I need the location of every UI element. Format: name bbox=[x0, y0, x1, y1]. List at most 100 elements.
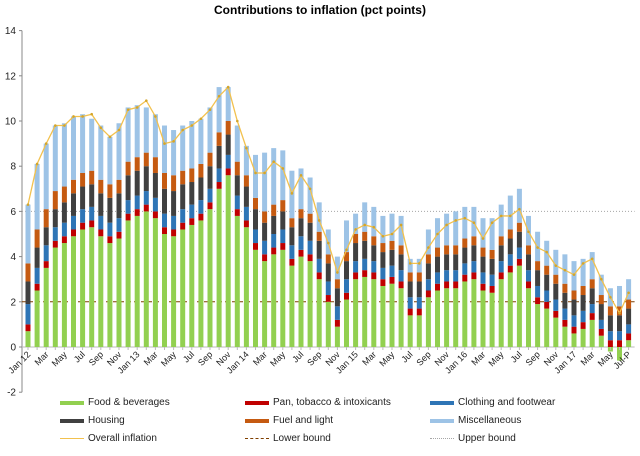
legend-label: Miscellaneous bbox=[458, 415, 522, 426]
bar-segment-housing bbox=[98, 193, 104, 216]
bar-segment-clothing-and-footwear bbox=[598, 319, 604, 329]
x-tick-label: Mar bbox=[360, 349, 378, 367]
bar-segment-fuel-and-light bbox=[271, 204, 277, 216]
legend-item: Housing bbox=[60, 415, 125, 426]
legend-line-swatch bbox=[245, 438, 269, 439]
bar-segment-housing bbox=[307, 222, 313, 241]
bar-segment-food-beverages bbox=[289, 265, 295, 347]
bar-segment-clothing-and-footwear bbox=[98, 215, 104, 230]
bar-segment-pan-tobacco-intoxicants bbox=[507, 265, 513, 273]
overall-inflation-point bbox=[590, 257, 594, 261]
bar-segment-clothing-and-footwear bbox=[516, 247, 522, 259]
bar-segment-housing bbox=[553, 283, 559, 300]
bar-segment-pan-tobacco-intoxicants bbox=[253, 243, 258, 250]
bar-segment-food-beverages bbox=[389, 283, 395, 347]
legend-label: Housing bbox=[88, 415, 125, 426]
overall-inflation-point bbox=[609, 295, 612, 299]
bar-segment-housing bbox=[180, 184, 186, 210]
bar-segment-pan-tobacco-intoxicants bbox=[453, 281, 459, 289]
bar-segment-food-beverages bbox=[617, 347, 622, 361]
bar-segment-miscellaneous bbox=[225, 87, 231, 121]
bar-segment-miscellaneous bbox=[371, 206, 377, 237]
bar-segment-fuel-and-light bbox=[216, 132, 222, 146]
bar-segment-clothing-and-footwear bbox=[180, 209, 186, 223]
bar-segment-pan-tobacco-intoxicants bbox=[398, 281, 404, 289]
bar-segment-pan-tobacco-intoxicants bbox=[143, 204, 149, 212]
bar-segment-miscellaneous bbox=[89, 118, 95, 171]
bar-segment-clothing-and-footwear bbox=[61, 222, 67, 237]
bar-segment-housing bbox=[271, 215, 277, 234]
bar-segment-food-beverages bbox=[143, 211, 149, 347]
bar-segment-pan-tobacco-intoxicants bbox=[617, 340, 622, 347]
bar-segment-housing bbox=[289, 227, 295, 246]
bar-segment-housing bbox=[52, 209, 58, 228]
legend-label: Overall inflation bbox=[88, 433, 157, 444]
bar-segment-miscellaneous bbox=[507, 195, 513, 230]
y-tick-label: 4 bbox=[10, 252, 16, 263]
bar-segment-clothing-and-footwear bbox=[207, 188, 213, 203]
bar-segment-housing bbox=[571, 299, 577, 316]
bar-segment-pan-tobacco-intoxicants bbox=[407, 308, 413, 316]
bar-segment-clothing-and-footwear bbox=[380, 267, 386, 280]
x-tick-label: May bbox=[50, 349, 69, 368]
bar-segment-food-beverages bbox=[262, 261, 268, 347]
bar-segment-pan-tobacco-intoxicants bbox=[435, 283, 440, 291]
bar-segment-fuel-and-light bbox=[80, 172, 86, 187]
bar-segment-fuel-and-light bbox=[544, 265, 550, 275]
bar-segment-fuel-and-light bbox=[134, 157, 140, 171]
bar-segment-housing bbox=[526, 254, 531, 271]
bar-segment-fuel-and-light bbox=[607, 306, 613, 316]
bar-segment-housing bbox=[216, 145, 222, 169]
bar-segment-miscellaneous bbox=[334, 256, 340, 280]
bar-segment-food-beverages bbox=[162, 234, 167, 347]
bar-segment-miscellaneous bbox=[480, 218, 486, 248]
bar-segment-fuel-and-light bbox=[498, 236, 504, 246]
bar-segment-fuel-and-light bbox=[553, 274, 559, 284]
bar-segment-housing bbox=[325, 263, 331, 282]
bar-segment-miscellaneous bbox=[80, 114, 86, 173]
bar-segment-pan-tobacco-intoxicants bbox=[25, 324, 31, 332]
bar-segment-miscellaneous bbox=[589, 252, 595, 280]
bar-segment-fuel-and-light bbox=[189, 168, 195, 183]
overall-inflation-point bbox=[54, 124, 57, 127]
bar-segment-housing bbox=[134, 170, 140, 196]
bar-segment-food-beverages bbox=[61, 243, 67, 347]
bar-segment-clothing-and-footwear bbox=[125, 200, 131, 214]
overall-inflation-point bbox=[281, 167, 285, 170]
bar-segment-housing bbox=[207, 166, 213, 189]
bar-segment-fuel-and-light bbox=[207, 152, 213, 167]
bar-segment-pan-tobacco-intoxicants bbox=[171, 229, 177, 237]
bar-segment-miscellaneous bbox=[444, 213, 450, 246]
bar-segment-clothing-and-footwear bbox=[462, 263, 468, 275]
overall-inflation-point bbox=[226, 85, 230, 89]
bar-segment-pan-tobacco-intoxicants bbox=[234, 209, 240, 216]
x-tick-label: Jul bbox=[509, 349, 524, 364]
bar-segment-fuel-and-light bbox=[526, 245, 531, 255]
bar-segment-miscellaneous bbox=[489, 218, 495, 250]
bar-segment-miscellaneous bbox=[171, 130, 177, 176]
overall-inflation-point bbox=[545, 250, 548, 254]
bar-segment-fuel-and-light bbox=[334, 279, 340, 289]
bar-segment-miscellaneous bbox=[234, 125, 240, 162]
bar-segment-pan-tobacco-intoxicants bbox=[116, 231, 122, 239]
bar-segment-fuel-and-light bbox=[507, 229, 513, 239]
bar-segment-clothing-and-footwear bbox=[507, 254, 513, 266]
bar-segment-miscellaneous bbox=[189, 121, 195, 169]
bar-segment-pan-tobacco-intoxicants bbox=[107, 236, 113, 244]
legend-item: Pan, tobacco & intoxicants bbox=[245, 397, 391, 408]
bar-segment-pan-tobacco-intoxicants bbox=[225, 168, 231, 176]
legend-item: Clothing and footwear bbox=[430, 397, 555, 408]
bar-segment-food-beverages bbox=[171, 236, 177, 347]
bar-segment-housing bbox=[562, 292, 568, 309]
bar-segment-fuel-and-light bbox=[344, 252, 349, 262]
bar-segment-fuel-and-light bbox=[462, 238, 468, 248]
legend-label: Lower bound bbox=[273, 433, 331, 444]
overall-inflation-point bbox=[145, 99, 148, 102]
bar-segment-pan-tobacco-intoxicants bbox=[289, 258, 295, 266]
bar-segment-pan-tobacco-intoxicants bbox=[498, 272, 504, 280]
bar-segment-fuel-and-light bbox=[253, 197, 258, 210]
bar-segment-pan-tobacco-intoxicants bbox=[152, 211, 158, 219]
bar-segment-housing bbox=[471, 245, 477, 262]
bar-segment-pan-tobacco-intoxicants bbox=[189, 218, 195, 225]
bar-segment-clothing-and-footwear bbox=[617, 331, 622, 341]
